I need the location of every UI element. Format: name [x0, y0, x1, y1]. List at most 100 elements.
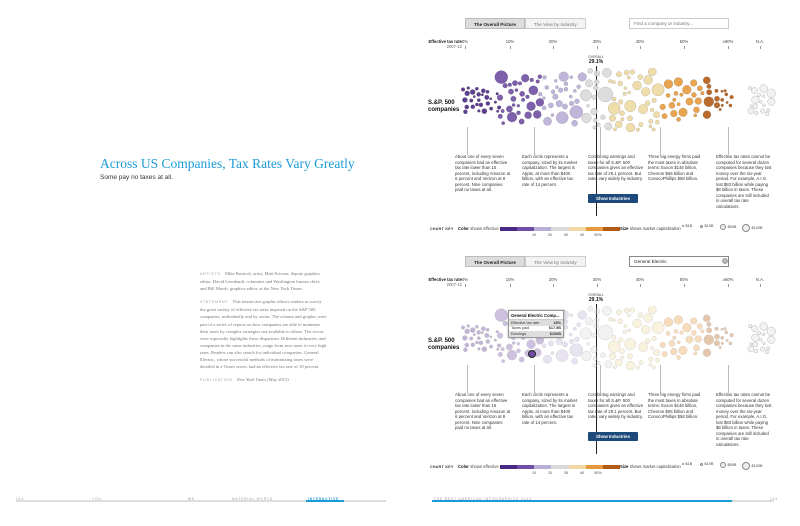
company-bubble[interactable] — [590, 346, 598, 354]
company-bubble[interactable] — [571, 120, 578, 127]
company-bubble[interactable] — [461, 325, 466, 330]
company-bubble[interactable] — [703, 334, 714, 345]
company-bubble[interactable] — [706, 327, 713, 334]
company-bubble[interactable] — [484, 94, 490, 100]
company-bubble[interactable] — [579, 327, 592, 340]
company-bubble[interactable] — [679, 92, 684, 97]
bubble-cluster[interactable] — [460, 68, 780, 132]
company-bubble[interactable] — [511, 341, 516, 345]
company-bubble[interactable] — [506, 343, 513, 351]
company-bubble[interactable] — [623, 307, 630, 314]
company-bubble[interactable] — [627, 115, 633, 122]
company-bubble[interactable] — [694, 335, 702, 343]
company-bubble-na[interactable] — [757, 93, 762, 97]
company-bubble[interactable] — [586, 342, 590, 346]
company-bubble[interactable] — [724, 330, 729, 335]
company-bubble[interactable] — [489, 344, 494, 349]
company-bubble[interactable] — [655, 119, 660, 125]
company-bubble[interactable] — [678, 345, 688, 355]
company-bubble-na[interactable] — [754, 349, 759, 354]
company-bubble[interactable] — [591, 94, 597, 100]
company-bubble[interactable] — [670, 347, 678, 356]
company-bubble[interactable] — [714, 88, 719, 93]
company-bubble[interactable] — [569, 94, 573, 99]
company-bubble[interactable] — [672, 335, 677, 340]
company-bubble[interactable] — [514, 88, 519, 92]
company-bubble[interactable] — [478, 102, 484, 108]
company-bubble[interactable] — [650, 108, 655, 112]
company-bubble[interactable] — [703, 314, 711, 323]
company-bubble-na[interactable] — [759, 338, 763, 342]
company-bubble[interactable] — [593, 356, 598, 361]
company-bubble[interactable] — [586, 104, 590, 108]
company-bubble[interactable] — [469, 89, 476, 95]
company-bubble[interactable] — [472, 333, 476, 336]
company-bubble[interactable] — [516, 110, 521, 116]
company-bubble[interactable] — [535, 79, 540, 84]
company-bubble[interactable] — [665, 93, 671, 98]
company-bubble[interactable] — [651, 127, 656, 132]
company-bubble-na[interactable] — [760, 108, 766, 114]
company-bubble-na[interactable] — [751, 325, 758, 332]
company-bubble[interactable] — [648, 124, 653, 129]
company-bubble[interactable] — [497, 343, 502, 348]
company-bubble[interactable] — [597, 324, 614, 341]
company-bubble[interactable] — [502, 321, 508, 327]
company-bubble[interactable] — [475, 86, 479, 91]
company-bubble[interactable] — [477, 98, 481, 102]
company-bubble[interactable] — [672, 97, 677, 102]
company-bubble[interactable] — [480, 93, 484, 97]
company-bubble[interactable] — [693, 113, 698, 118]
company-bubble[interactable] — [548, 340, 554, 347]
company-bubble[interactable] — [612, 318, 616, 322]
company-bubble[interactable] — [693, 106, 700, 114]
company-bubble[interactable] — [535, 98, 545, 107]
company-bubble[interactable] — [592, 125, 597, 130]
company-bubble[interactable] — [635, 127, 640, 132]
company-bubble[interactable] — [650, 346, 655, 350]
company-bubble[interactable] — [461, 87, 466, 92]
company-bubble[interactable] — [569, 332, 573, 337]
company-bubble[interactable] — [622, 329, 627, 334]
company-bubble-na[interactable] — [748, 86, 752, 90]
company-bubble-na[interactable] — [752, 103, 758, 110]
company-bubble-na[interactable] — [751, 87, 758, 94]
company-bubble[interactable] — [478, 340, 484, 346]
company-bubble[interactable] — [497, 105, 502, 110]
company-bubble[interactable] — [506, 350, 518, 361]
company-bubble[interactable] — [713, 340, 721, 347]
company-bubble[interactable] — [577, 310, 587, 320]
company-bubble-na[interactable] — [766, 108, 771, 112]
company-bubble[interactable] — [476, 330, 481, 335]
tab-overall-picture[interactable]: The Overall Picture — [465, 18, 525, 29]
show-industries-button[interactable]: Show Industries — [588, 432, 638, 441]
company-bubble[interactable] — [464, 328, 470, 335]
company-bubble[interactable] — [585, 79, 593, 88]
company-bubble-na[interactable] — [754, 111, 759, 116]
company-bubble[interactable] — [659, 341, 666, 348]
company-bubble[interactable] — [624, 100, 637, 112]
company-bubble[interactable] — [720, 103, 724, 107]
company-bubble[interactable] — [562, 341, 568, 348]
company-bubble[interactable] — [651, 365, 656, 370]
company-bubble[interactable] — [593, 70, 601, 77]
company-bubble[interactable] — [517, 81, 522, 86]
company-bubble[interactable] — [591, 332, 597, 338]
company-bubble-na[interactable] — [749, 104, 753, 108]
company-bubble[interactable] — [593, 308, 601, 315]
company-bubble[interactable] — [501, 359, 506, 363]
company-bubble[interactable] — [592, 363, 597, 368]
company-bubble[interactable] — [690, 79, 698, 87]
company-bubble[interactable] — [581, 350, 592, 361]
company-bubble[interactable] — [703, 76, 711, 85]
company-bubble[interactable] — [481, 108, 488, 114]
company-bubble[interactable] — [720, 89, 724, 93]
company-bubble[interactable] — [607, 340, 621, 353]
company-bubble[interactable] — [533, 110, 542, 119]
company-bubble[interactable] — [489, 335, 493, 339]
company-bubble[interactable] — [720, 327, 724, 331]
search-input[interactable] — [629, 256, 729, 267]
company-bubble[interactable] — [608, 317, 613, 322]
company-bubble[interactable] — [466, 86, 470, 90]
company-bubble[interactable] — [622, 91, 627, 96]
